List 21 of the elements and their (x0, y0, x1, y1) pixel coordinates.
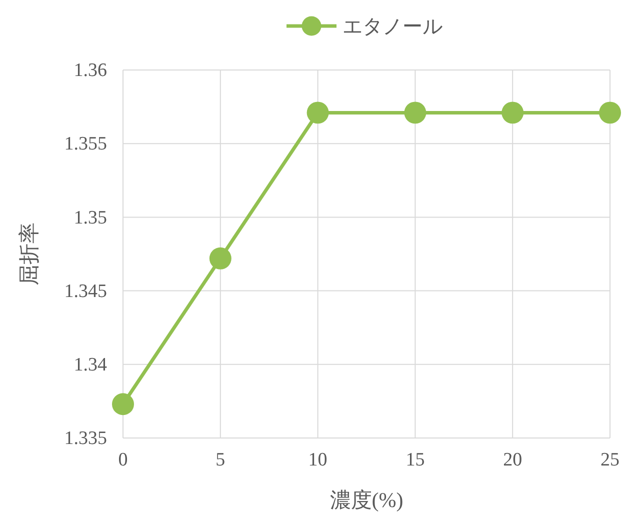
point (502, 102, 524, 124)
point (404, 102, 426, 124)
legend-label: エタノール (342, 16, 442, 38)
x-tick-label: 10 (308, 449, 328, 470)
point (209, 247, 232, 270)
y-tick-label: 1.36 (74, 60, 107, 82)
point (306, 102, 329, 124)
x-tick-label: 25 (600, 449, 620, 470)
y-tick-label: 1.345 (64, 280, 107, 302)
x-axis-title: 濃度(%) (330, 488, 404, 512)
y-tick-label: 1.34 (74, 354, 108, 376)
y-tick-label: 1.335 (64, 428, 107, 450)
y-tick-label: 1.355 (64, 134, 107, 155)
y-axis-title: 屈折率 (17, 222, 41, 286)
x-tick-label: 20 (503, 449, 522, 470)
x-tick-label: 5 (216, 449, 226, 470)
x-tick-label: 15 (406, 449, 425, 470)
point (599, 102, 621, 124)
y-tick-label: 1.35 (74, 207, 107, 228)
x-tick-label: 0 (118, 449, 128, 470)
point (112, 393, 134, 416)
